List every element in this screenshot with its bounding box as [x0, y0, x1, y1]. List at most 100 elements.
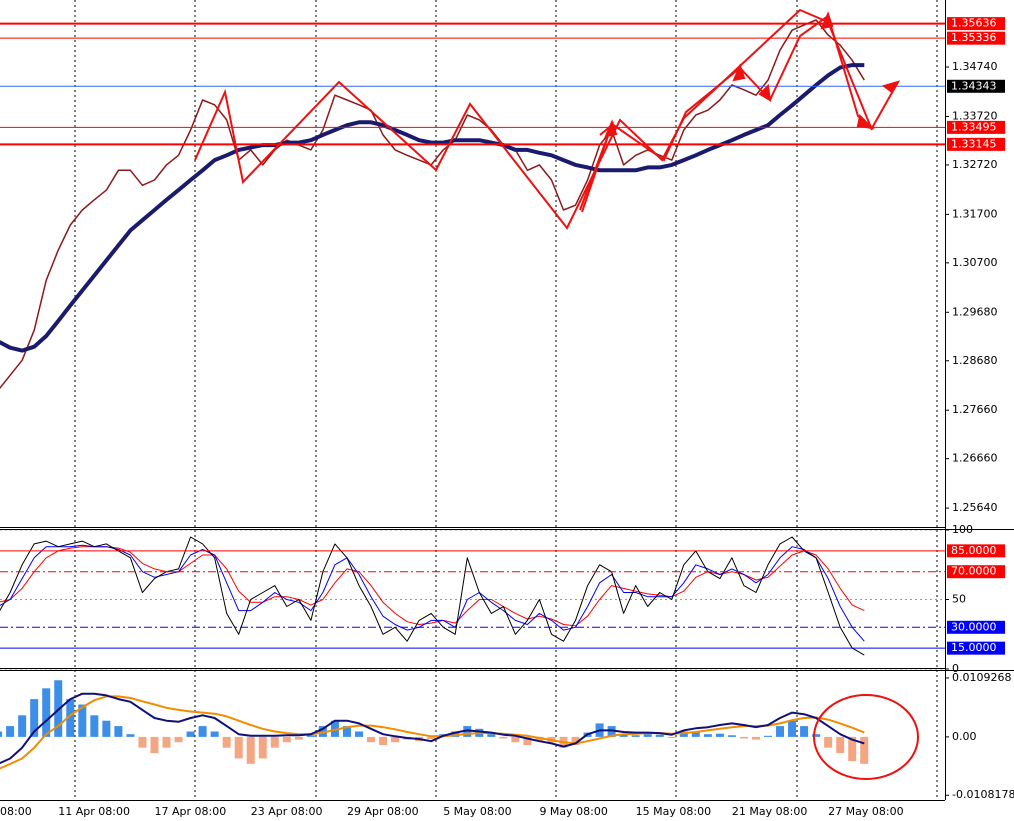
- histogram-bar: [619, 734, 628, 737]
- level-label-box: [947, 565, 1005, 579]
- histogram-bar: [667, 736, 676, 738]
- histogram-bar: [715, 733, 724, 737]
- y-tick-label: 1.31700: [952, 207, 998, 220]
- series-line: [0, 19, 865, 390]
- histogram-bar: [210, 731, 219, 737]
- level-label: 85.0000: [951, 544, 997, 557]
- y-tick-label: 1.33720: [952, 109, 998, 122]
- annotations: [194, 8, 919, 780]
- level-label-box: [947, 641, 1005, 655]
- histogram-bar: [234, 736, 243, 759]
- histogram-bar: [318, 726, 327, 737]
- x-tick-label: 27 May 08:00: [828, 805, 903, 818]
- histogram-bar: [571, 736, 580, 745]
- histogram-bar: [186, 731, 195, 737]
- x-tick-label: 5 May 08:00: [443, 805, 511, 818]
- x-tick-label: 21 May 08:00: [732, 805, 807, 818]
- axis-labels: 1.34740 1.33720 1.32720 1.31700 1.30700 1.296…: [0, 17, 1014, 818]
- histogram-bar: [655, 734, 664, 737]
- level-label: 1.34343: [951, 79, 997, 92]
- histogram-bar: [258, 736, 267, 759]
- y-tick-label: 1.27660: [952, 403, 998, 416]
- separators: [74, 0, 938, 800]
- histogram-bar: [78, 704, 87, 737]
- level-label-box: [947, 620, 1005, 634]
- histogram-bar: [30, 699, 39, 737]
- histogram-bar: [631, 735, 640, 737]
- histogram-bar: [126, 734, 135, 737]
- histogram-bar: [114, 726, 123, 737]
- x-tick-label: 15 May 08:00: [636, 805, 711, 818]
- histogram-bar: [739, 736, 748, 739]
- histogram-bar: [836, 736, 845, 754]
- histogram-bar: [391, 736, 400, 743]
- histogram-bar: [727, 735, 736, 737]
- y-tick-label: 50: [952, 593, 966, 606]
- x-tick-label: 11 Apr 08:00: [58, 805, 130, 818]
- y-tick-label: 1.30700: [952, 256, 998, 269]
- y-tick-label: 1.29680: [952, 305, 998, 318]
- histogram-bar: [860, 736, 869, 764]
- level-label: 30.0000: [951, 620, 997, 633]
- histogram-bar: [174, 736, 183, 743]
- frames: [0, 0, 1014, 801]
- histogram-bar: [222, 736, 231, 748]
- histogram-bar: [427, 736, 436, 740]
- histogram-bar: [764, 735, 773, 737]
- histogram-bar: [330, 720, 339, 737]
- histogram-bar: [451, 731, 460, 737]
- x-tick-label: 08:00: [0, 805, 32, 818]
- level-label-box: [947, 544, 1005, 558]
- histogram-bar: [102, 720, 111, 737]
- histogram-bar: [776, 726, 785, 737]
- histogram-bar: [162, 736, 171, 748]
- y-tick-label: -0.0108178: [952, 788, 1014, 801]
- x-tick-label: 29 Apr 08:00: [347, 805, 419, 818]
- y-tick-label: 1.28680: [952, 354, 998, 367]
- histogram-bar: [463, 726, 472, 737]
- level-label: 1.33495: [951, 120, 997, 133]
- histogram-bar: [306, 735, 315, 737]
- histogram-bar: [788, 720, 797, 737]
- histogram-bar: [294, 736, 303, 740]
- histogram-bar: [800, 726, 809, 737]
- level-label-box: [947, 79, 1005, 93]
- histogram-bar: [42, 688, 51, 737]
- series-line: [0, 692, 865, 765]
- histogram-bar: [607, 726, 616, 737]
- histogram-bar: [511, 736, 520, 743]
- histogram-bar: [848, 736, 857, 762]
- histogram-bar: [246, 736, 255, 764]
- histogram-bar: [523, 736, 532, 745]
- histogram-bar: [138, 736, 147, 748]
- y-tick-label: 1.34740: [952, 60, 998, 73]
- histogram-bar: [812, 734, 821, 737]
- histogram-bar: [0, 731, 3, 737]
- y-tick-label: 0: [952, 662, 959, 675]
- histogram-bar: [198, 726, 207, 737]
- level-label: 15.0000: [951, 641, 997, 654]
- level-label: 1.33145: [951, 137, 997, 150]
- histogram-bar: [282, 736, 291, 743]
- histogram-bar: [270, 736, 279, 748]
- histogram-bar: [499, 736, 508, 739]
- histogram-bar: [643, 734, 652, 737]
- histogram-bar: [751, 736, 760, 740]
- plot-area: [0, 19, 945, 770]
- histogram-bar: [679, 731, 688, 737]
- series-line: [0, 544, 865, 642]
- level-label-box: [947, 17, 1005, 31]
- histogram-bar: [6, 726, 15, 737]
- x-tick-label: 17 Apr 08:00: [154, 805, 226, 818]
- x-tick-label: 23 Apr 08:00: [251, 805, 323, 818]
- histogram-bar: [691, 732, 700, 737]
- y-tick-label: 100: [952, 523, 973, 536]
- histogram-bar: [66, 699, 75, 737]
- x-tick-label: 9 May 08:00: [539, 805, 607, 818]
- y-tick-label: 1.32720: [952, 158, 998, 171]
- histogram-bar: [354, 731, 363, 737]
- y-tick-label: 0.0109268: [952, 671, 1012, 684]
- y-tick-label: 1.25640: [952, 501, 998, 514]
- series-line: [0, 536, 865, 656]
